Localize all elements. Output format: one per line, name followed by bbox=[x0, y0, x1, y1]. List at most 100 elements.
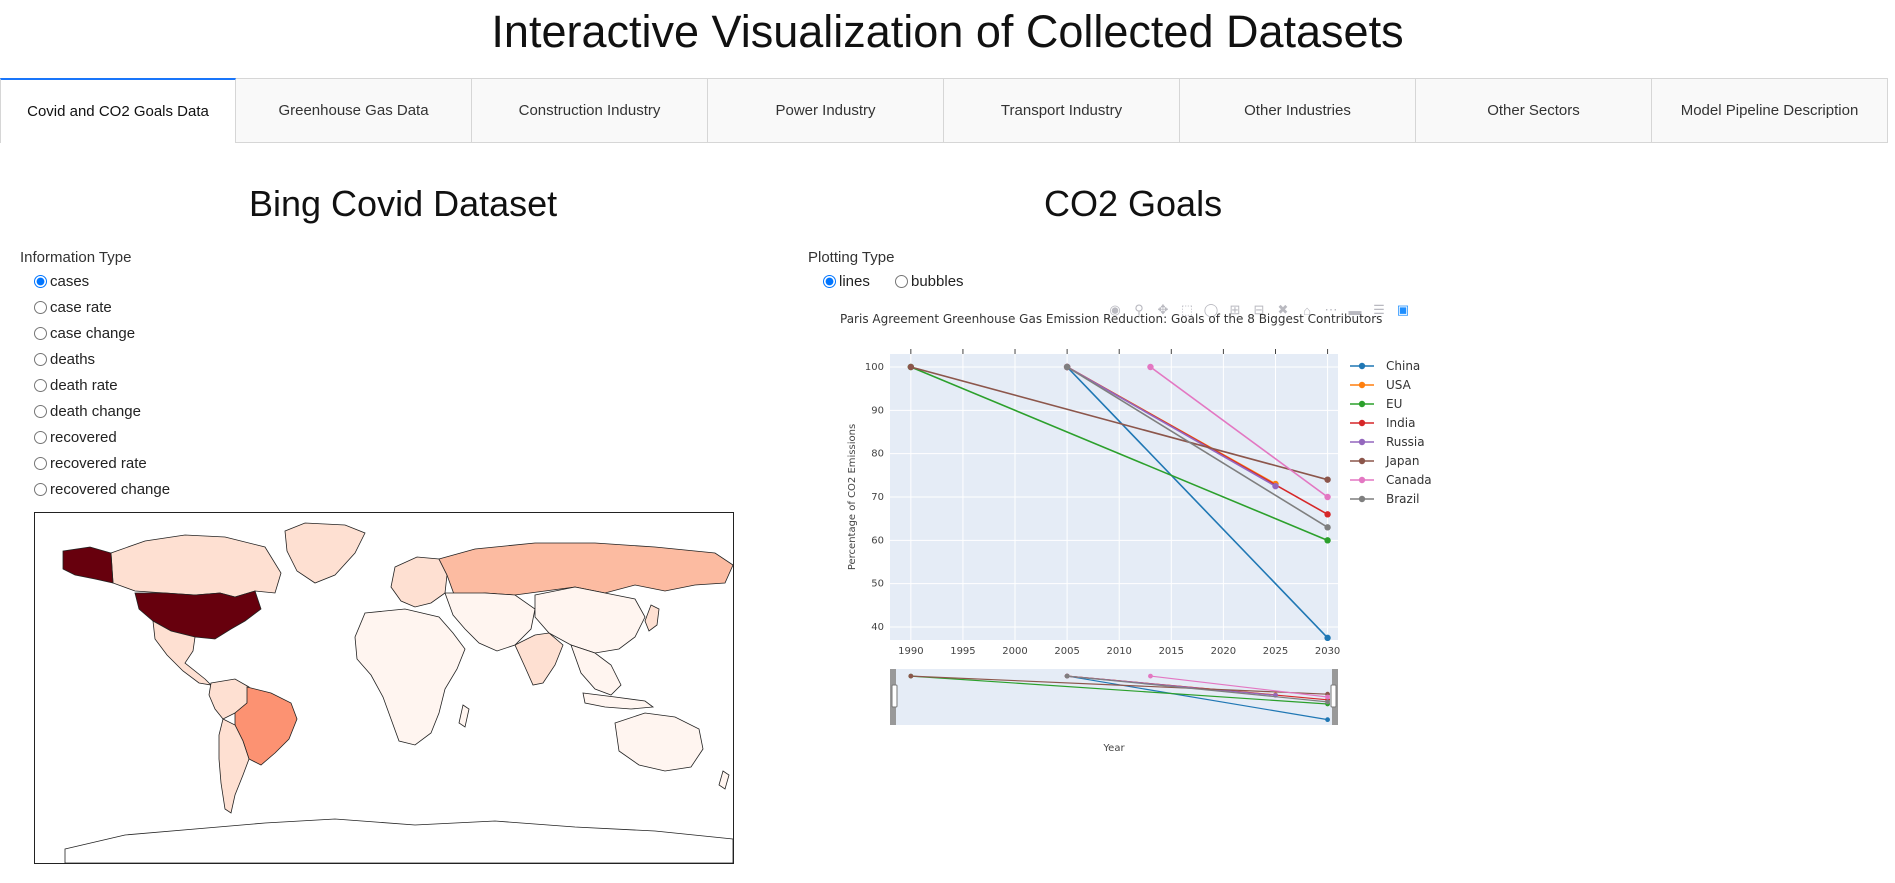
radio-recovered-rate-input[interactable] bbox=[34, 457, 47, 470]
radio-recovered[interactable]: recovered bbox=[34, 429, 117, 446]
series-point[interactable] bbox=[1272, 482, 1279, 490]
tab-transport[interactable]: Transport Industry bbox=[944, 78, 1180, 143]
map-greenland[interactable] bbox=[284, 522, 366, 584]
range-slider-area[interactable] bbox=[890, 669, 1338, 725]
radio-recovered-change[interactable]: recovered change bbox=[34, 481, 170, 498]
pan-icon[interactable]: ✥ bbox=[1157, 302, 1169, 317]
radio-case-change-input[interactable] bbox=[34, 327, 47, 340]
map-japan[interactable] bbox=[644, 604, 660, 632]
range-slider-left-handle[interactable] bbox=[891, 684, 898, 708]
mini-series-point bbox=[1325, 694, 1330, 700]
radio-recovered-rate[interactable]: recovered rate bbox=[34, 455, 147, 472]
spike-lines-icon[interactable]: ⋯ bbox=[1324, 302, 1338, 317]
series-line[interactable] bbox=[910, 366, 1328, 481]
radio-bubbles-input[interactable] bbox=[895, 275, 908, 288]
tab-power[interactable]: Power Industry bbox=[708, 78, 944, 143]
radio-lines[interactable]: lines bbox=[823, 273, 870, 290]
series-line[interactable] bbox=[1066, 366, 1329, 529]
plotly-logo-icon[interactable]: ▣ bbox=[1396, 302, 1410, 317]
information-type-label: Information Type bbox=[20, 249, 132, 266]
co2-goals-chart[interactable]: Paris Agreement Greenhouse Gas Emission … bbox=[830, 298, 1460, 758]
map-india[interactable] bbox=[514, 632, 564, 686]
radio-cases-input[interactable] bbox=[34, 275, 47, 288]
series-line[interactable] bbox=[1066, 366, 1276, 487]
map-china[interactable] bbox=[534, 586, 646, 654]
series-point[interactable] bbox=[1324, 476, 1331, 483]
series-line[interactable] bbox=[910, 366, 1328, 542]
series-line[interactable] bbox=[1149, 366, 1329, 498]
lasso-select-icon[interactable]: ◯ bbox=[1203, 302, 1219, 317]
range-slider-right-handle[interactable] bbox=[1330, 684, 1337, 708]
map-indonesia[interactable] bbox=[582, 692, 655, 710]
map-new-zealand[interactable] bbox=[718, 770, 730, 790]
covid-world-map[interactable] bbox=[34, 512, 734, 864]
series-point[interactable] bbox=[1324, 537, 1331, 544]
legend-label[interactable]: China bbox=[1386, 359, 1420, 373]
x-tick-label: 2025 bbox=[1263, 646, 1288, 657]
legend-marker bbox=[1358, 457, 1366, 465]
radio-deaths-input[interactable] bbox=[34, 353, 47, 366]
zoom-in-icon[interactable]: ⊞ bbox=[1229, 302, 1241, 317]
radio-recovered-change-input[interactable] bbox=[34, 483, 47, 496]
radio-death-change[interactable]: death change bbox=[34, 403, 141, 420]
legend-label[interactable]: Brazil bbox=[1386, 492, 1420, 506]
legend-label[interactable]: EU bbox=[1386, 397, 1402, 411]
legend-label[interactable]: India bbox=[1386, 416, 1415, 430]
radio-death-change-input[interactable] bbox=[34, 405, 47, 418]
map-europe[interactable] bbox=[390, 556, 448, 608]
map-brazil[interactable] bbox=[234, 686, 298, 766]
autoscale-icon[interactable]: ✖ bbox=[1277, 302, 1289, 317]
radio-case-rate-input[interactable] bbox=[34, 301, 47, 314]
tab-other-sectors[interactable]: Other Sectors bbox=[1416, 78, 1652, 143]
camera-icon[interactable]: ◉ bbox=[1109, 302, 1121, 317]
mini-series-point bbox=[1064, 673, 1070, 679]
zoom-icon[interactable]: ⚲ bbox=[1134, 302, 1144, 317]
map-south-america-south[interactable] bbox=[218, 718, 250, 814]
radio-lines-input[interactable] bbox=[823, 275, 836, 288]
radio-death-rate-input[interactable] bbox=[34, 379, 47, 392]
map-australia[interactable] bbox=[614, 712, 704, 772]
tab-greenhouse-gas[interactable]: Greenhouse Gas Data bbox=[236, 78, 472, 143]
radio-case-change[interactable]: case change bbox=[34, 325, 135, 342]
legend-label[interactable]: Canada bbox=[1386, 473, 1432, 487]
map-africa[interactable] bbox=[354, 608, 466, 746]
radio-death-rate[interactable]: death rate bbox=[34, 377, 118, 394]
chart-legend[interactable]: China USA EU India Russia Japan Canada Brazil bbox=[1350, 359, 1432, 506]
hover-compare-icon[interactable]: ☰ bbox=[1373, 302, 1385, 317]
y-tick-label: 60 bbox=[871, 535, 884, 546]
tab-model-pipeline[interactable]: Model Pipeline Description bbox=[1652, 78, 1888, 143]
map-antarctica[interactable] bbox=[64, 818, 733, 863]
legend-label[interactable]: Russia bbox=[1386, 435, 1425, 449]
home-icon[interactable]: ⌂ bbox=[1303, 302, 1311, 318]
series-point[interactable] bbox=[1147, 363, 1154, 371]
series-point[interactable] bbox=[907, 363, 915, 371]
map-southeast-asia[interactable] bbox=[570, 644, 622, 696]
radio-deaths[interactable]: deaths bbox=[34, 351, 95, 368]
zoom-out-icon[interactable]: ⊟ bbox=[1253, 302, 1265, 317]
radio-bubbles[interactable]: bubbles bbox=[895, 273, 964, 290]
legend-label[interactable]: USA bbox=[1386, 378, 1412, 392]
map-madagascar[interactable] bbox=[458, 704, 470, 728]
tab-construction[interactable]: Construction Industry bbox=[472, 78, 708, 143]
mini-series-line bbox=[1067, 675, 1328, 703]
radio-case-rate[interactable]: case rate bbox=[34, 299, 112, 316]
series-point[interactable] bbox=[1063, 363, 1071, 371]
map-mexico[interactable] bbox=[152, 620, 213, 686]
series-point[interactable] bbox=[1324, 524, 1331, 531]
map-alaska[interactable] bbox=[62, 546, 114, 584]
series-line[interactable] bbox=[1066, 366, 1329, 639]
series-lines bbox=[907, 363, 1331, 642]
series-point[interactable] bbox=[1324, 511, 1331, 518]
tab-other-industries[interactable]: Other Industries bbox=[1180, 78, 1416, 143]
covid-section-title: Bing Covid Dataset bbox=[249, 183, 558, 224]
tab-covid-co2[interactable]: Covid and CO2 Goals Data bbox=[0, 78, 236, 143]
series-point[interactable] bbox=[1324, 493, 1331, 501]
radio-recovered-input[interactable] bbox=[34, 431, 47, 444]
map-canada[interactable] bbox=[110, 534, 282, 598]
legend-label[interactable]: Japan bbox=[1385, 454, 1419, 468]
y-tick-label: 100 bbox=[865, 362, 884, 373]
hover-closest-icon[interactable]: ▬ bbox=[1348, 302, 1362, 318]
box-select-icon[interactable]: ⬚ bbox=[1180, 302, 1194, 317]
radio-cases[interactable]: cases bbox=[34, 273, 89, 290]
series-point[interactable] bbox=[1324, 634, 1331, 642]
